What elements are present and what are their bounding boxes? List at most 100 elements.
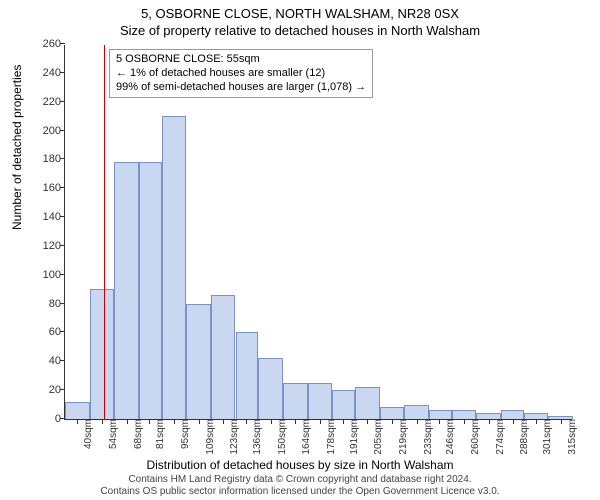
footer-line: Contains OS public sector information li… [0, 486, 600, 498]
histogram-bar [258, 358, 283, 419]
attribution-footer: Contains HM Land Registry data © Crown c… [0, 474, 600, 498]
annotation-line: ← 1% of detached houses are smaller (12) [116, 67, 366, 81]
y-tick-mark [60, 274, 65, 275]
x-axis-label: Distribution of detached houses by size … [0, 458, 600, 472]
x-tick-label: 123sqm [227, 419, 240, 455]
x-tick-label: 54sqm [106, 419, 119, 449]
y-tick-mark [60, 245, 65, 246]
x-tick-label: 260sqm [468, 419, 481, 455]
x-tick-mark [199, 419, 200, 424]
x-tick-label: 246sqm [443, 419, 456, 455]
x-tick-label: 164sqm [299, 419, 312, 455]
y-tick-label: 160 [25, 182, 65, 194]
y-tick-mark [60, 360, 65, 361]
histogram-bar [236, 332, 259, 419]
x-tick-label: 40sqm [81, 419, 94, 449]
x-tick-label: 191sqm [347, 419, 360, 455]
x-tick-mark [149, 419, 150, 424]
x-tick-mark [320, 419, 321, 424]
x-tick-label: 150sqm [275, 419, 288, 455]
x-tick-label: 288sqm [517, 419, 530, 455]
x-tick-label: 109sqm [203, 419, 216, 455]
y-tick-label: 40 [25, 355, 65, 367]
annotation-box: 5 OSBORNE CLOSE: 55sqm ← 1% of detached … [109, 49, 373, 98]
histogram-bar [355, 387, 380, 419]
x-tick-label: 274sqm [493, 419, 506, 455]
x-tick-label: 233sqm [421, 419, 434, 455]
x-tick-label: 301sqm [540, 419, 553, 455]
histogram-bar [476, 413, 501, 419]
histogram-bar [548, 416, 573, 419]
x-tick-mark [174, 419, 175, 424]
x-tick-label: 315sqm [565, 419, 578, 455]
histogram-bar [452, 410, 477, 419]
y-tick-mark [60, 158, 65, 159]
annotation-line: 99% of semi-detached houses are larger (… [116, 81, 366, 95]
y-tick-label: 20 [25, 384, 65, 396]
x-tick-mark [127, 419, 128, 424]
y-tick-label: 220 [25, 96, 65, 108]
y-tick-label: 0 [25, 413, 65, 425]
x-tick-label: 219sqm [396, 419, 409, 455]
x-tick-mark [343, 419, 344, 424]
histogram-bar [114, 162, 139, 419]
histogram-bar [186, 304, 211, 419]
x-tick-label: 178sqm [324, 419, 337, 455]
histogram-bar [162, 116, 187, 419]
histogram-bar [65, 402, 90, 419]
reference-line [104, 45, 105, 419]
x-tick-label: 81sqm [153, 419, 166, 449]
x-tick-mark [536, 419, 537, 424]
y-tick-mark [60, 43, 65, 44]
y-tick-label: 140 [25, 211, 65, 223]
x-tick-mark [295, 419, 296, 424]
y-tick-mark [60, 389, 65, 390]
histogram-bar [139, 162, 162, 419]
annotation-line: 5 OSBORNE CLOSE: 55sqm [116, 53, 366, 67]
histogram-bar [211, 295, 236, 419]
y-tick-label: 80 [25, 298, 65, 310]
y-tick-label: 100 [25, 269, 65, 281]
y-tick-label: 240 [25, 67, 65, 79]
x-tick-mark [367, 419, 368, 424]
y-tick-mark [60, 187, 65, 188]
x-tick-label: 205sqm [371, 419, 384, 455]
histogram-plot-area: 5 OSBORNE CLOSE: 55sqm ← 1% of detached … [64, 45, 572, 420]
y-tick-label: 200 [25, 125, 65, 137]
histogram-bar [501, 410, 524, 419]
x-tick-mark [102, 419, 103, 424]
y-tick-mark [60, 101, 65, 102]
y-tick-mark [60, 130, 65, 131]
histogram-bar [283, 383, 308, 419]
y-tick-label: 60 [25, 326, 65, 338]
y-tick-mark [60, 331, 65, 332]
y-tick-label: 260 [25, 38, 65, 50]
x-tick-mark [561, 419, 562, 424]
x-tick-label: 95sqm [178, 419, 191, 449]
x-tick-mark [77, 419, 78, 424]
y-tick-label: 120 [25, 240, 65, 252]
x-tick-mark [246, 419, 247, 424]
y-axis-label: Number of detached properties [10, 65, 24, 230]
x-tick-mark [464, 419, 465, 424]
x-tick-label: 136sqm [250, 419, 263, 455]
y-tick-mark [60, 216, 65, 217]
histogram-bar [332, 390, 355, 419]
x-tick-mark [489, 419, 490, 424]
chart-subtitle: Size of property relative to detached ho… [0, 21, 600, 38]
y-tick-label: 180 [25, 153, 65, 165]
histogram-bar [308, 383, 333, 419]
footer-line: Contains HM Land Registry data © Crown c… [0, 474, 600, 486]
histogram-bar [524, 413, 549, 419]
y-tick-mark [60, 72, 65, 73]
histogram-bar [90, 289, 115, 419]
histogram-bar [404, 405, 429, 419]
x-tick-mark [513, 419, 514, 424]
x-tick-mark [439, 419, 440, 424]
x-tick-mark [392, 419, 393, 424]
x-tick-mark [223, 419, 224, 424]
x-tick-mark [271, 419, 272, 424]
chart-supertitle: 5, OSBORNE CLOSE, NORTH WALSHAM, NR28 0S… [0, 0, 600, 21]
histogram-bar [429, 410, 452, 419]
histogram-bar [380, 407, 405, 419]
